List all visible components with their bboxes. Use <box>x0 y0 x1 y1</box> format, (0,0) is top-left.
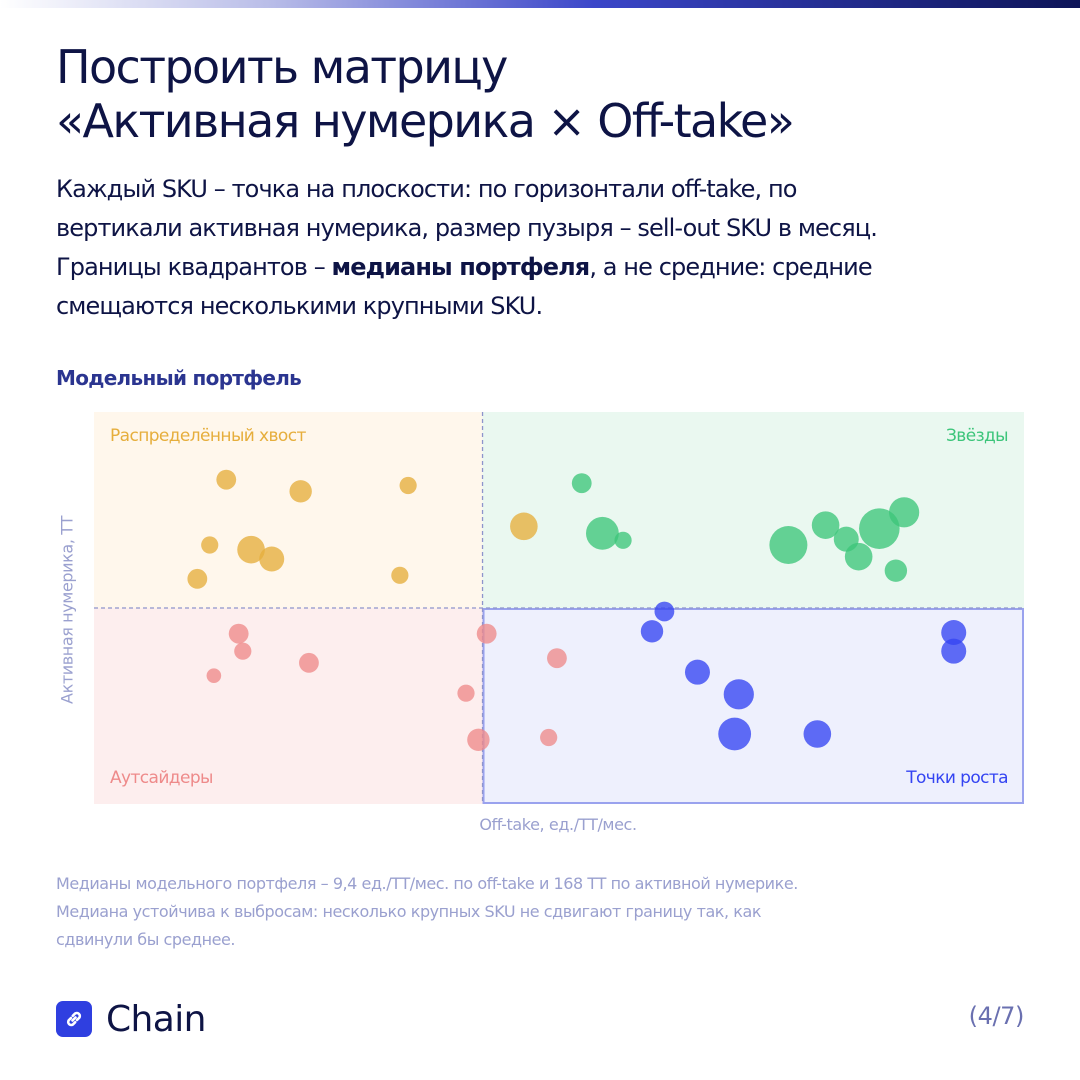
bubble-outsiders <box>206 668 222 683</box>
bubble-growth <box>684 659 710 685</box>
bubble-growth <box>941 620 967 645</box>
lead-line-4: смещаются несколькими крупными SKU. <box>56 292 543 320</box>
quadrant-label-stars: Звёзды <box>946 426 1009 446</box>
bubble-stars <box>884 559 908 582</box>
bubble-outsiders <box>476 623 497 644</box>
bubble-tail <box>187 568 208 589</box>
bubble-outsiders <box>457 684 475 702</box>
bubble-stars <box>586 516 619 550</box>
lead-line-2: вертикали активная нумерика, размер пузы… <box>56 214 878 242</box>
bubble-outsiders <box>234 642 252 660</box>
footnote-line-3: сдвинули бы среднее. <box>56 930 236 949</box>
quadrant-growth-border <box>482 608 1024 804</box>
bubble-outsiders <box>547 648 567 669</box>
quadrant-growth-background <box>482 608 1024 804</box>
bubble-tail <box>510 512 538 541</box>
bubble-outsiders <box>299 652 319 673</box>
quadrant-outsiders-background <box>94 608 483 804</box>
bubble-growth <box>718 717 752 751</box>
bubble-tail <box>237 535 265 564</box>
quadrant-label-growth: Точки роста <box>906 768 1008 788</box>
brand-name: Chain <box>106 998 206 1040</box>
bubble-stars <box>769 526 808 564</box>
bubble-growth <box>803 720 832 748</box>
lead-line-3-start: Границы квадрантов – <box>56 253 332 281</box>
bubble-stars <box>859 508 900 549</box>
quadrant-stars-background <box>482 412 1024 608</box>
bubble-matrix-chart: Распределённый хвост Звёзды Аутсайдеры Точк… <box>94 412 1024 804</box>
bubble-growth <box>941 638 967 664</box>
bubble-stars <box>571 473 592 494</box>
bubble-tail <box>391 566 409 584</box>
lead-emphasis: медианы портфеля <box>331 253 591 281</box>
y-axis-label: Активная нумерика, ТТ <box>57 516 77 704</box>
footnote-line-2: Медиана устойчива к выбросам: несколько … <box>56 902 762 921</box>
bubble-growth <box>640 620 664 643</box>
quadrant-label-outsiders: Аутсайдеры <box>110 768 213 788</box>
bubble-tail <box>216 469 237 490</box>
quadrant-label-tail: Распределённый хвост <box>110 426 306 446</box>
x-axis-label: Off-take, ед./ТТ/мес. <box>479 815 637 834</box>
quadrant-tail-background <box>94 412 483 608</box>
lead-line-1: Каждый SKU – точка на плоскости: по гори… <box>56 175 797 203</box>
bubble-tail <box>399 476 417 495</box>
title-line-1: Построить матрицу <box>56 40 508 94</box>
bubble-outsiders <box>228 623 249 644</box>
bubble-stars <box>844 542 873 571</box>
brand-logo: Chain <box>56 998 206 1040</box>
bubble-outsiders <box>540 728 558 747</box>
page-counter: (4/7) <box>968 1002 1025 1030</box>
chart-canvas <box>94 412 1024 804</box>
page-title: Построить матрицу «Активная нумерика × O… <box>56 40 1036 148</box>
bubble-growth <box>723 679 754 710</box>
bubble-stars <box>614 531 632 549</box>
bubble-stars <box>889 497 920 528</box>
bubble-outsiders <box>467 728 490 752</box>
chart-subtitle: Модельный портфель <box>56 366 302 390</box>
lead-line-3-end: , а не средние: средние <box>589 253 872 281</box>
bubble-stars <box>811 511 840 539</box>
footnote-line-1: Медианы модельного портфеля – 9,4 ед./ТТ… <box>56 874 798 893</box>
bubble-tail <box>259 546 285 572</box>
chain-link-icon <box>56 1001 92 1037</box>
lead-paragraph: Каждый SKU – точка на плоскости: по гори… <box>56 170 1046 326</box>
title-line-2: «Активная нумерика × Off-take» <box>56 94 795 148</box>
lead-line-3: Границы квадрантов – медианы портфеля, а… <box>56 248 1046 287</box>
footnote: Медианы модельного портфеля – 9,4 ед./ТТ… <box>56 870 1046 954</box>
bubble-tail <box>201 536 219 554</box>
bubble-tail <box>289 480 312 503</box>
bubble-growth <box>654 601 675 622</box>
top-gradient-bar <box>0 0 1080 8</box>
